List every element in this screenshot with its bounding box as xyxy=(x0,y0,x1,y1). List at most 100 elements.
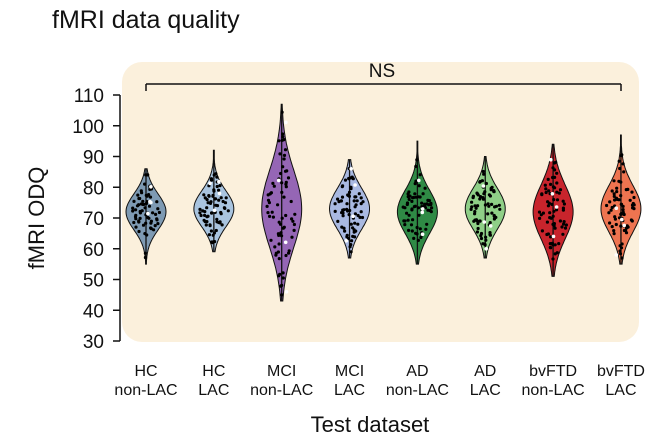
data-point xyxy=(470,200,474,204)
plot-background xyxy=(122,62,639,342)
data-point xyxy=(217,198,221,202)
data-point xyxy=(407,213,411,217)
data-point-highlight xyxy=(284,120,288,125)
data-point xyxy=(420,201,424,205)
x-axis-label: Test dataset xyxy=(311,412,430,437)
data-point xyxy=(292,222,296,227)
data-point xyxy=(136,193,140,197)
data-point xyxy=(613,217,618,221)
data-point xyxy=(551,257,555,261)
data-point-highlight xyxy=(351,214,355,219)
data-point xyxy=(619,180,623,184)
data-point xyxy=(427,199,431,203)
data-point xyxy=(429,201,433,205)
data-point xyxy=(354,229,358,233)
data-point-highlight xyxy=(217,179,221,184)
data-point xyxy=(137,219,141,223)
data-point xyxy=(269,191,273,195)
data-point xyxy=(488,231,492,235)
data-point xyxy=(145,233,149,237)
data-point xyxy=(423,206,428,210)
data-point xyxy=(277,233,281,237)
data-point xyxy=(149,227,153,231)
data-point xyxy=(203,210,207,214)
data-point xyxy=(415,158,419,162)
data-point xyxy=(281,135,285,139)
data-point xyxy=(282,157,286,161)
data-point xyxy=(415,225,419,230)
data-point xyxy=(630,190,634,194)
data-point xyxy=(283,169,288,173)
data-point xyxy=(487,193,491,197)
data-point xyxy=(277,139,281,143)
data-point-highlight xyxy=(420,207,425,211)
y-tick-label: 40 xyxy=(83,301,104,322)
data-point xyxy=(490,202,494,206)
data-point xyxy=(271,181,275,185)
data-point xyxy=(214,228,218,233)
data-point xyxy=(134,217,138,221)
data-point xyxy=(220,223,224,227)
data-point xyxy=(498,207,502,211)
data-point xyxy=(563,226,568,230)
data-point xyxy=(280,216,284,220)
data-point xyxy=(417,195,421,199)
data-point xyxy=(202,193,206,197)
data-point xyxy=(224,196,228,200)
data-point xyxy=(359,196,363,200)
data-point xyxy=(210,211,214,215)
data-point xyxy=(154,212,158,216)
violin-ad-lac xyxy=(464,156,506,259)
data-point xyxy=(610,189,614,193)
data-point xyxy=(546,232,551,236)
data-point xyxy=(497,203,501,207)
data-point xyxy=(612,229,616,233)
data-point xyxy=(198,207,202,211)
x-category-label: HC xyxy=(134,363,157,380)
data-point xyxy=(620,256,624,260)
data-point xyxy=(353,221,357,225)
data-point xyxy=(209,200,213,204)
data-point xyxy=(605,203,609,208)
data-point-highlight xyxy=(551,234,556,239)
data-point xyxy=(555,208,559,212)
data-point xyxy=(624,188,628,192)
data-point xyxy=(425,222,429,226)
data-point xyxy=(621,162,625,166)
data-point xyxy=(612,179,616,183)
data-point xyxy=(265,204,269,208)
data-point xyxy=(290,235,294,239)
data-point xyxy=(292,228,296,232)
data-point xyxy=(266,193,270,197)
data-point xyxy=(141,199,145,203)
data-point xyxy=(416,206,421,210)
data-point xyxy=(410,207,414,211)
data-point xyxy=(610,225,614,229)
data-point-highlight xyxy=(614,253,619,257)
data-point xyxy=(555,190,559,194)
data-point xyxy=(266,198,271,202)
data-point xyxy=(621,208,625,212)
data-point xyxy=(280,234,284,238)
data-point xyxy=(414,164,418,169)
data-point xyxy=(546,200,550,204)
data-point xyxy=(555,198,560,202)
data-point xyxy=(280,293,284,297)
data-point xyxy=(416,238,420,242)
data-point xyxy=(484,235,488,239)
data-point xyxy=(406,218,410,222)
data-point xyxy=(349,185,353,189)
data-point xyxy=(486,212,490,216)
data-point xyxy=(143,255,147,260)
data-point xyxy=(213,197,217,201)
data-point xyxy=(354,195,358,199)
violin-mci-non-lac xyxy=(261,103,303,302)
data-point xyxy=(333,209,337,213)
violin-mci-lac xyxy=(328,159,370,259)
data-point xyxy=(271,215,275,219)
data-point xyxy=(340,225,344,229)
y-tick-label: 100 xyxy=(72,117,104,138)
data-point-highlight xyxy=(549,157,553,162)
data-point xyxy=(280,181,284,185)
data-point-highlight xyxy=(484,247,489,251)
